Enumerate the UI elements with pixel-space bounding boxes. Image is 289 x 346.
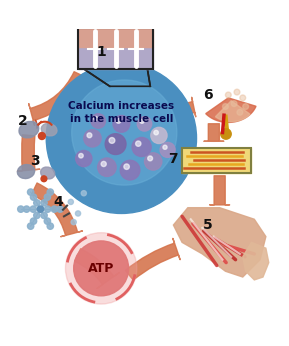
FancyArrowPatch shape [17, 135, 40, 171]
Text: ATP: ATP [88, 262, 114, 275]
Circle shape [37, 206, 44, 212]
Polygon shape [173, 208, 266, 277]
Circle shape [113, 116, 130, 132]
Circle shape [41, 200, 47, 206]
Circle shape [163, 145, 167, 149]
Ellipse shape [17, 165, 35, 179]
Circle shape [47, 223, 53, 229]
Circle shape [57, 206, 63, 212]
Circle shape [27, 223, 34, 229]
Text: 2: 2 [18, 114, 28, 128]
Circle shape [81, 191, 86, 196]
FancyArrowPatch shape [173, 97, 196, 119]
Circle shape [65, 233, 137, 304]
Bar [78, 47, 153, 69]
Circle shape [45, 206, 51, 212]
Circle shape [41, 176, 47, 182]
Circle shape [72, 80, 177, 185]
Polygon shape [215, 101, 250, 122]
Circle shape [44, 218, 51, 224]
Circle shape [79, 154, 83, 158]
Text: 6: 6 [203, 88, 213, 102]
Circle shape [91, 114, 105, 128]
Polygon shape [206, 98, 256, 122]
Circle shape [160, 142, 175, 157]
Circle shape [18, 206, 24, 212]
Text: 4: 4 [53, 195, 63, 209]
Circle shape [74, 241, 129, 296]
Circle shape [237, 109, 243, 115]
Circle shape [41, 212, 47, 219]
Text: 3: 3 [30, 154, 40, 169]
Circle shape [84, 130, 101, 147]
Text: 1: 1 [96, 45, 106, 58]
Circle shape [136, 141, 141, 146]
Circle shape [154, 130, 158, 135]
Circle shape [221, 129, 231, 139]
Circle shape [234, 89, 240, 95]
Circle shape [44, 194, 51, 200]
FancyArrowPatch shape [29, 72, 86, 125]
Bar [78, 28, 153, 69]
Circle shape [151, 127, 167, 144]
Circle shape [109, 138, 115, 143]
Circle shape [23, 206, 30, 212]
Circle shape [148, 156, 153, 161]
Circle shape [34, 212, 40, 219]
Circle shape [243, 104, 249, 109]
Circle shape [76, 151, 92, 167]
Circle shape [223, 104, 228, 109]
FancyArrowPatch shape [204, 124, 224, 141]
Text: 5: 5 [203, 218, 213, 232]
FancyArrowPatch shape [125, 238, 180, 280]
Circle shape [231, 101, 237, 107]
Circle shape [98, 158, 116, 176]
Circle shape [116, 119, 121, 123]
Circle shape [124, 164, 129, 170]
Text: 7: 7 [168, 152, 178, 165]
Circle shape [132, 137, 151, 156]
Circle shape [30, 206, 36, 212]
Text: Calcium increases
in the muscle cell: Calcium increases in the muscle cell [68, 101, 175, 124]
Circle shape [105, 134, 126, 155]
Circle shape [51, 206, 58, 212]
Bar [78, 28, 153, 47]
Ellipse shape [19, 121, 39, 138]
Circle shape [30, 194, 37, 200]
Circle shape [240, 95, 246, 101]
Circle shape [137, 117, 152, 131]
Bar [182, 148, 251, 173]
Circle shape [47, 189, 53, 195]
Circle shape [144, 153, 162, 170]
Circle shape [225, 92, 231, 98]
Circle shape [46, 63, 197, 213]
Circle shape [71, 219, 76, 225]
Circle shape [140, 119, 144, 124]
Circle shape [87, 133, 92, 138]
Polygon shape [224, 115, 228, 130]
Circle shape [38, 133, 45, 139]
Circle shape [94, 116, 98, 120]
FancyArrowPatch shape [75, 249, 120, 289]
Circle shape [27, 189, 34, 195]
FancyArrowPatch shape [32, 183, 82, 237]
Circle shape [34, 200, 40, 206]
Circle shape [68, 199, 73, 204]
Polygon shape [243, 242, 269, 280]
Circle shape [101, 161, 106, 166]
Circle shape [75, 211, 81, 216]
Ellipse shape [41, 124, 57, 136]
Bar [182, 148, 251, 173]
Circle shape [120, 160, 140, 180]
Ellipse shape [41, 167, 55, 179]
Circle shape [30, 218, 37, 224]
FancyArrowPatch shape [210, 176, 230, 205]
